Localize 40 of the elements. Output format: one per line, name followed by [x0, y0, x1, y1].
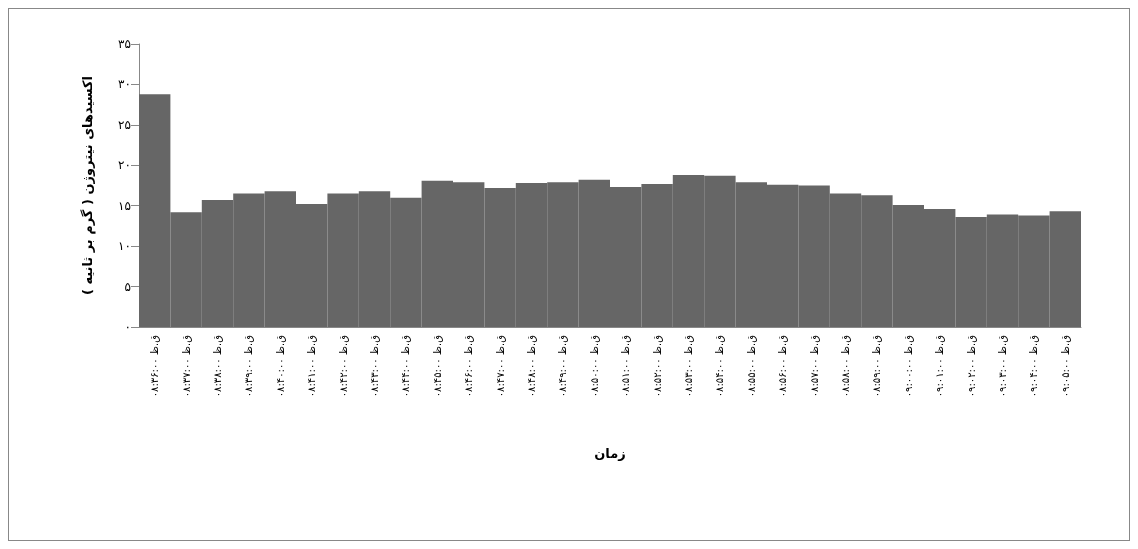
x-tick-label: ۰۸:۵۵:۰۰ ق.ظ — [745, 335, 757, 398]
x-tick-label: ۰۸:۵۰:۰۰ ق.ظ — [588, 335, 600, 398]
x-axis-title: زمان — [594, 446, 626, 461]
x-tick-label: ۰۸:۵۶:۰۰ ق.ظ — [777, 335, 789, 398]
x-tick-label: ۰۹:۰۴:۰۰ ق.ظ — [1028, 335, 1040, 398]
y-tick-label: ۱۰ — [118, 239, 131, 254]
x-tick-label: ۰۸:۵۷:۰۰ ق.ظ — [808, 335, 820, 398]
x-tick-label: ۰۸:۵۳:۰۰ ق.ظ — [683, 335, 694, 398]
y-tick-label: ۳۵ — [118, 37, 131, 51]
y-tick-label: ۲۰ — [118, 158, 131, 173]
y-tick-label: ۳۰ — [118, 77, 131, 92]
x-tick-label: ۰۸:۳۸:۰۰ ق.ظ — [212, 335, 223, 398]
x-tick-label: ۰۸:۳۹:۰۰ ق.ظ — [243, 335, 255, 398]
x-tick-label: ۰۹:۰۳:۰۰ ق.ظ — [997, 335, 1008, 398]
x-tick-label: ۰۸:۴۰:۰۰ ق.ظ — [274, 335, 286, 398]
x-tick-label: ۰۹:۰۲:۰۰ ق.ظ — [965, 335, 977, 398]
x-tick-label: ۰۸:۵۹:۰۰ ق.ظ — [871, 335, 883, 398]
x-tick-label: ۰۸:۴۷:۰۰ ق.ظ — [494, 335, 506, 398]
x-tick-label: ۰۸:۳۶:۰۰ ق.ظ — [149, 335, 161, 398]
y-axis-title: اکسیدهای نیتروژن ( گرم بر ثانیه ) — [80, 75, 96, 296]
x-tick-label: ۰۸:۴۳:۰۰ ق.ظ — [369, 335, 380, 398]
y-tick-label: ۰ — [124, 320, 131, 334]
y-tick-label: ۲۵ — [118, 117, 131, 132]
x-tick-label: ۰۸:۴۶:۰۰ ق.ظ — [463, 335, 475, 398]
x-tick-label: ۰۸:۴۱:۰۰ ق.ظ — [306, 335, 318, 398]
x-tick-label: ۰۸:۴۸:۰۰ ق.ظ — [526, 335, 537, 398]
x-tick-label: ۰۹:۰۵:۰۰ ق.ظ — [1059, 335, 1071, 398]
x-tick-label: ۰۸:۳۷:۰۰ ق.ظ — [180, 335, 192, 398]
x-tick-label: ۰۸:۴۵:۰۰ ق.ظ — [431, 335, 443, 398]
x-tick-label: ۰۹:۰۱:۰۰ ق.ظ — [934, 335, 946, 398]
x-tick-label: ۰۸:۴۴:۰۰ ق.ظ — [400, 335, 412, 398]
x-tick-label: ۰۸:۴۲:۰۰ ق.ظ — [337, 335, 349, 398]
x-tick-label: ۰۸:۴۹:۰۰ ق.ظ — [557, 335, 569, 398]
x-tick-label: ۰۸:۵۱:۰۰ ق.ظ — [620, 335, 632, 398]
x-tick-label: ۰۸:۵۸:۰۰ ق.ظ — [840, 335, 851, 398]
x-tick-label: ۰۸:۵۴:۰۰ ق.ظ — [714, 335, 726, 398]
y-tick-label: ۱۵ — [118, 198, 131, 213]
y-tick-label: ۵ — [124, 279, 131, 294]
x-tick-label: ۰۸:۵۲:۰۰ ق.ظ — [651, 335, 663, 398]
x-tick-label: ۰۹:۰۰:۰۰ ق.ظ — [902, 335, 914, 398]
